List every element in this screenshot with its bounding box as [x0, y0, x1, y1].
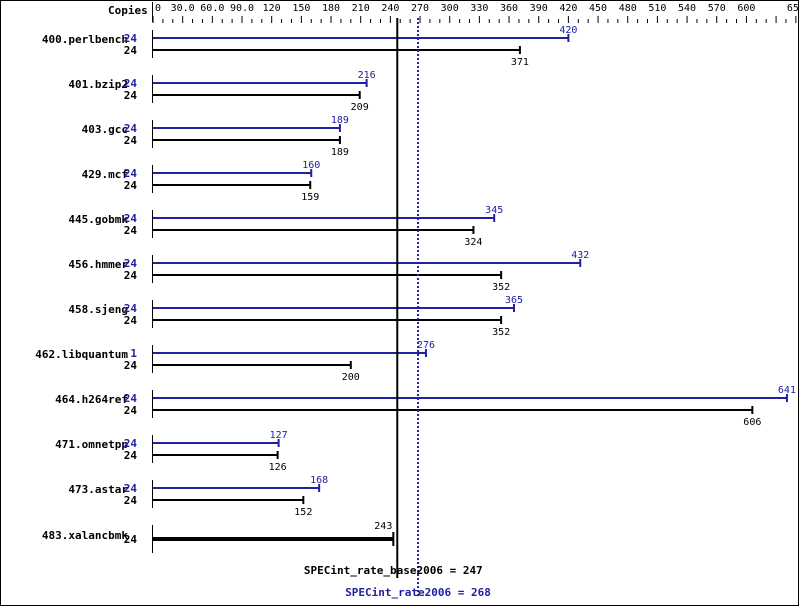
- peak-value-label: 420: [559, 25, 577, 36]
- base-copies: 24: [124, 494, 138, 507]
- peak-value-label: 641: [778, 385, 796, 396]
- peak-value-label: 432: [571, 250, 589, 261]
- tick-label: 120: [263, 3, 281, 14]
- base-copies: 24: [124, 359, 138, 372]
- benchmark-name: 483.xalancbmk: [42, 529, 128, 542]
- peak-mean-label: SPECint_rate2006 = 268: [345, 586, 491, 599]
- base-value-label: 352: [492, 282, 510, 293]
- base-value-label: 371: [511, 57, 529, 68]
- base-copies: 24: [124, 449, 138, 462]
- benchmark-name: 473.astar: [68, 483, 128, 496]
- base-copies: 24: [124, 179, 138, 192]
- tick-label: 180: [322, 3, 340, 14]
- peak-value-label: 160: [302, 160, 320, 171]
- base-copies: 24: [124, 404, 138, 417]
- peak-value-label: 168: [310, 475, 328, 486]
- base-value-label: 243: [374, 521, 392, 532]
- tick-label: 450: [589, 3, 607, 14]
- tick-label: 510: [648, 3, 666, 14]
- benchmark-name: 403.gcc: [82, 123, 128, 136]
- benchmark-name: 456.hmmer: [68, 258, 128, 271]
- peak-value-label: 276: [417, 340, 435, 351]
- tick-label: 540: [678, 3, 696, 14]
- base-copies: 24: [124, 44, 138, 57]
- tick-label: 0: [155, 3, 161, 14]
- benchmark-name: 471.omnetpp: [55, 438, 128, 451]
- base-value-label: 126: [269, 462, 287, 473]
- peak-value-label: 345: [485, 205, 503, 216]
- tick-label: 300: [441, 3, 459, 14]
- base-value-label: 352: [492, 327, 510, 338]
- benchmark-name: 462.libquantum: [35, 348, 128, 361]
- peak-copies: 24: [124, 212, 138, 225]
- copies-header: Copies: [108, 4, 148, 17]
- peak-copies: 24: [124, 167, 138, 180]
- peak-copies: 24: [124, 392, 138, 405]
- benchmark-name: 400.perlbench: [42, 33, 128, 46]
- benchmark-name: 445.gobmk: [68, 213, 128, 226]
- base-value-label: 324: [464, 237, 482, 248]
- base-copies: 24: [124, 224, 138, 237]
- tick-label: 330: [470, 3, 488, 14]
- tick-label: 570: [708, 3, 726, 14]
- base-value-label: 152: [294, 507, 312, 518]
- tick-label: 270: [411, 3, 429, 14]
- tick-label: 650: [787, 3, 799, 14]
- base-copies: 24: [124, 269, 138, 282]
- peak-value-label: 189: [331, 115, 349, 126]
- tick-label: 150: [292, 3, 310, 14]
- benchmark-name: 464.h264ref: [55, 393, 128, 406]
- peak-copies: 24: [124, 302, 138, 315]
- tick-label: 240: [381, 3, 399, 14]
- tick-label: 390: [530, 3, 548, 14]
- benchmark-name: 429.mcf: [82, 168, 128, 181]
- peak-value-label: 365: [505, 295, 523, 306]
- base-copies: 24: [124, 314, 138, 327]
- benchmark-name: 458.sjeng: [68, 303, 128, 316]
- tick-label: 210: [352, 3, 370, 14]
- tick-label: 480: [619, 3, 637, 14]
- tick-label: 420: [559, 3, 577, 14]
- tick-label: 60.0: [200, 3, 224, 14]
- benchmark-name: 401.bzip2: [68, 78, 128, 91]
- peak-copies: 24: [124, 122, 138, 135]
- base-value-label: 189: [331, 147, 349, 158]
- base-copies: 24: [124, 89, 138, 102]
- tick-label: 360: [500, 3, 518, 14]
- peak-copies: 1: [130, 347, 137, 360]
- peak-value-label: 127: [270, 430, 288, 441]
- tick-label: 600: [737, 3, 755, 14]
- peak-copies: 24: [124, 77, 138, 90]
- base-value-label: 159: [301, 192, 319, 203]
- base-mean-label: SPECint_rate_base2006 = 247: [304, 564, 483, 577]
- peak-copies: 24: [124, 437, 138, 450]
- peak-value-label: 216: [358, 70, 376, 81]
- peak-copies: 24: [124, 482, 138, 495]
- tick-label: 30.0: [171, 3, 195, 14]
- base-copies: 24: [124, 533, 138, 546]
- base-value-label: 606: [743, 417, 761, 428]
- peak-copies: 24: [124, 32, 138, 45]
- base-value-label: 209: [351, 102, 369, 113]
- tick-label: 90.0: [230, 3, 254, 14]
- peak-copies: 24: [124, 257, 138, 270]
- base-copies: 24: [124, 134, 138, 147]
- base-value-label: 200: [342, 372, 360, 383]
